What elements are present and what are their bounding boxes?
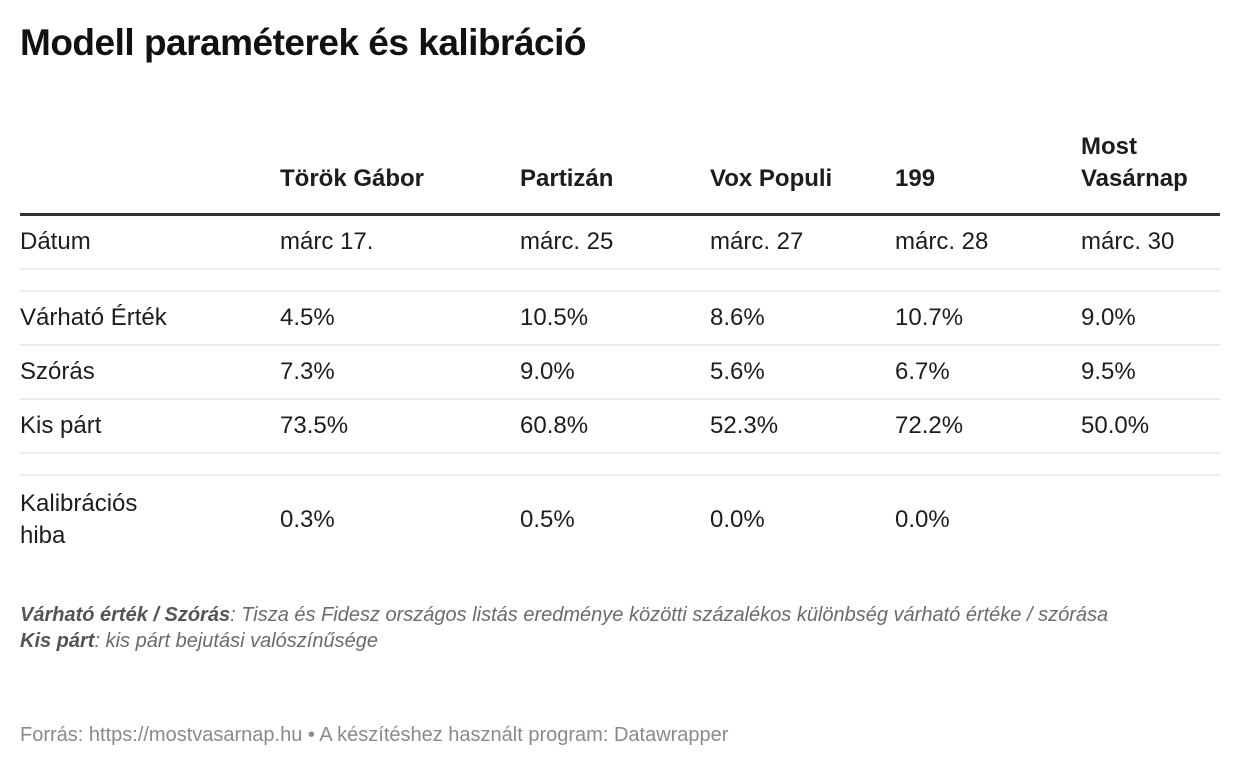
table-cell: 9.0% [520, 358, 575, 385]
table-cell: 72.2% [895, 412, 964, 439]
source-footer: Forrás: https://mostvasarnap.hu • A kész… [20, 724, 729, 746]
table-cell: 9.5% [1081, 358, 1136, 385]
note-line: Kis párt: kis párt bejutási valószínűség… [20, 628, 1220, 654]
table-cell: márc. 30 [1081, 228, 1175, 255]
note-text: : Tisza és Fidesz országos listás eredmé… [230, 604, 1109, 626]
table-cell: 5.6% [710, 358, 765, 385]
note-text: : kis párt bejutási valószínűsége [94, 630, 378, 652]
notes: Várható érték / Szórás: Tisza és Fidesz … [20, 602, 1220, 654]
table-cell: márc 17. [280, 228, 374, 255]
table-row: Várható Érték 4.5% 10.5% 8.6% 10.7% 9.0% [20, 292, 1220, 346]
table-cell: márc. 27 [710, 228, 804, 255]
row-label: Szórás [20, 358, 95, 385]
table-cell: 0.0% [895, 506, 950, 533]
table-cell: 8.6% [710, 304, 765, 331]
column-header: Most Vasárnap [1081, 133, 1188, 192]
note-line: Várható érték / Szórás: Tisza és Fidesz … [20, 602, 1220, 628]
column-header: Partizán [520, 165, 614, 192]
table-row: Kalibrációs hiba 0.3% 0.5% 0.0% 0.0% [20, 476, 1220, 564]
table-cell: 7.3% [280, 358, 335, 385]
column-header: 199 [895, 165, 936, 192]
row-label: Kis párt [20, 412, 102, 439]
table-cell: 0.5% [520, 506, 575, 533]
table-header-row: Török Gábor Partizán Vox Populi 199 Most… [20, 120, 1220, 216]
row-separator [20, 270, 1220, 292]
note-term: Várható érték / Szórás [20, 604, 231, 626]
table-cell: 0.0% [710, 506, 765, 533]
table-cell: 73.5% [280, 412, 349, 439]
column-header: Vox Populi [710, 165, 833, 192]
column-header: Török Gábor [280, 165, 425, 192]
row-label: Kalibrációs hiba [20, 490, 138, 549]
table-cell: márc. 28 [895, 228, 989, 255]
table-cell: 4.5% [280, 304, 335, 331]
table-cell: 10.7% [895, 304, 964, 331]
row-separator [20, 454, 1220, 476]
parameters-table: Török Gábor Partizán Vox Populi 199 Most… [20, 120, 1220, 564]
row-label: Várható Érték [20, 304, 167, 331]
table-cell: 9.0% [1081, 304, 1136, 331]
note-term: Kis párt [20, 630, 95, 652]
table-row: Szórás 7.3% 9.0% 5.6% 6.7% 9.5% [20, 346, 1220, 400]
table-row: Kis párt 73.5% 60.8% 52.3% 72.2% 50.0% [20, 400, 1220, 454]
table-cell: 50.0% [1081, 412, 1150, 439]
table-cell: márc. 25 [520, 228, 614, 255]
table-cell: 10.5% [520, 304, 589, 331]
table-cell: 52.3% [710, 412, 779, 439]
chart-title: Modell paraméterek és kalibráció [20, 22, 587, 63]
table-cell: 6.7% [895, 358, 950, 385]
table-cell: 0.3% [280, 506, 335, 533]
row-label: Dátum [20, 228, 91, 255]
table-row: Dátum márc 17. márc. 25 márc. 27 márc. 2… [20, 216, 1220, 270]
table-cell: 60.8% [520, 412, 589, 439]
